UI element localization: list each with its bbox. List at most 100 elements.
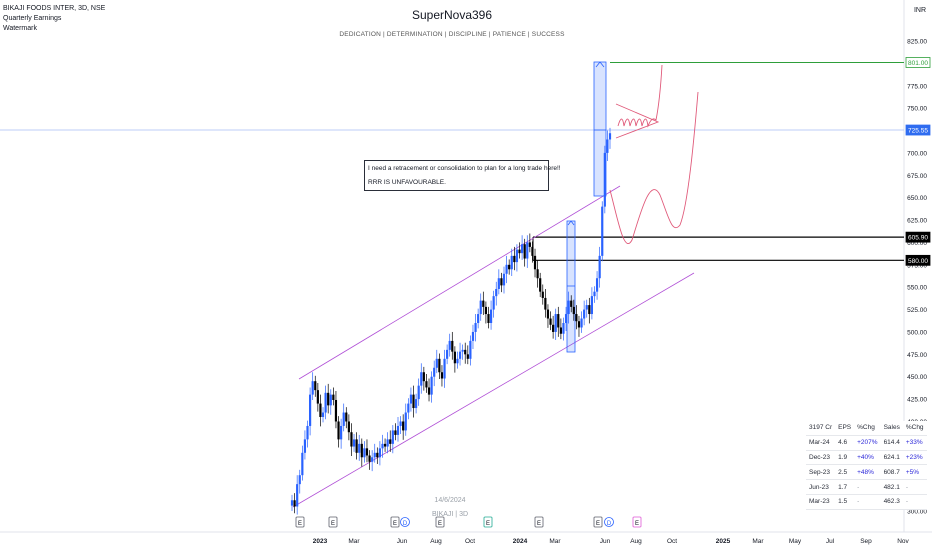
currency-label: INR (913, 7, 926, 14)
marker-label: E (298, 521, 302, 527)
candle-body (595, 278, 599, 292)
marker-label: E (438, 521, 442, 527)
projection-path-1 (609, 91, 699, 244)
y-tick-label: 625.00 (907, 218, 927, 225)
earnings-table-cell: %Chg (902, 421, 927, 436)
candle-body (531, 246, 534, 256)
candle-body (510, 255, 513, 270)
candle-body (471, 331, 475, 341)
price-label-text: 801.00 (908, 60, 928, 67)
x-tick-label: Jul (826, 538, 835, 545)
price-label-text: 725.55 (908, 128, 928, 135)
price-label-text: 605.90 (908, 235, 928, 242)
candle-body (456, 358, 459, 364)
earnings-marker (593, 516, 603, 528)
candle-body (443, 358, 446, 379)
candle-body (345, 412, 348, 422)
candle-body (396, 425, 400, 435)
candle-body (402, 421, 405, 431)
earnings-table-cell: 462.3 (880, 494, 903, 510)
x-tick-label: 2023 (313, 538, 328, 545)
candle-body (577, 321, 581, 328)
candle-body (350, 432, 353, 447)
candle-body (520, 244, 524, 254)
earnings-table-cell: 1.7 (835, 479, 855, 495)
earnings-table-cell: +40% (854, 450, 881, 466)
candle-body (381, 443, 384, 449)
earnings-table-cell: - (854, 479, 881, 495)
indicator-watermark[interactable]: Watermark (3, 25, 37, 32)
symbol-info: BIKAJI FOODS INTER, 3D, NSE Quarterly Ea… (3, 4, 105, 34)
candle-body (389, 439, 392, 444)
candle-body (298, 475, 301, 485)
earnings-table-cell: Sales (880, 421, 903, 436)
candle-body (466, 354, 469, 359)
candle-body (316, 390, 319, 404)
price-label-badge (905, 124, 931, 136)
candle-body (489, 309, 493, 323)
x-tick-label: 2024 (513, 538, 528, 545)
x-tick-label: Oct (667, 538, 677, 545)
candle-body (515, 249, 519, 263)
candle-body (474, 323, 477, 332)
candle-body (458, 351, 462, 359)
candle-body (352, 439, 356, 447)
candle-body (303, 439, 307, 453)
annotation-box[interactable]: I need a retracement or consolidation to… (364, 160, 561, 191)
candle-body (526, 242, 529, 259)
earnings-table: 3197 Cr EPS %Chg Sales %Chg Mar-24 4.6 +207% 614… (806, 421, 927, 510)
candle-body (502, 273, 506, 286)
candle-body (296, 484, 299, 507)
candle-body (451, 340, 454, 352)
candle-body (360, 443, 363, 458)
earnings-marker (435, 516, 445, 528)
candle-body (492, 296, 495, 310)
earnings-table-cell: 1.5 (835, 494, 855, 510)
earnings-table-cell: +33% (902, 435, 927, 451)
marker-label: D (403, 521, 408, 527)
candle-body (363, 448, 366, 458)
candle-body (407, 403, 410, 413)
candle-body (593, 291, 596, 297)
earnings-marker (534, 516, 544, 528)
candle-body (559, 327, 562, 334)
earnings-table-cell: 1.9 (835, 450, 855, 466)
candle-body (391, 430, 394, 444)
x-tick-label: Oct (465, 538, 475, 545)
candle-body (334, 399, 338, 422)
candle-body (453, 351, 456, 364)
chart-title: SuperNova396 (411, 8, 493, 22)
y-tick-label: 550.00 (907, 285, 927, 292)
x-tick-label: Mar (348, 538, 360, 545)
earnings-table-row: Dec-23 1.9 +40% 624.1 +23% (806, 450, 927, 466)
candle-body (321, 412, 325, 417)
candle-body (365, 448, 369, 456)
candle-body (606, 139, 609, 153)
earnings-table-row: Sep-23 2.5 +48% 608.7 +5% (806, 464, 927, 481)
candle-body (495, 288, 498, 297)
marker-label: D (607, 521, 612, 527)
candle-body (358, 443, 361, 453)
candle-body (541, 291, 544, 298)
candle-body (409, 394, 413, 404)
earnings-table-cell: 4.6 (835, 435, 855, 451)
x-tick-label: Sep (860, 538, 872, 545)
candle-body (572, 306, 575, 315)
earnings-table-cell: 482.1 (880, 479, 903, 495)
earnings-table-cell: 614.4 (880, 435, 903, 451)
indicator-quarterly-earnings[interactable]: Quarterly Earnings (3, 15, 62, 22)
candle-body (544, 297, 547, 310)
chart-subtitle: DEDICATION | DETERMINATION | DISCIPLINE … (339, 31, 565, 38)
symbol-label[interactable]: BIKAJI FOODS INTER, 3D, NSE (3, 5, 106, 12)
candle-body (340, 425, 343, 440)
y-tick-label: 525.00 (907, 307, 927, 314)
candle-body (430, 376, 433, 395)
candle-body (324, 392, 327, 413)
candle-body (518, 249, 521, 254)
candle-body (477, 314, 480, 323)
candle-body (440, 372, 444, 379)
earnings-table-cell: +207% (854, 435, 881, 451)
x-tick-label: Jun (397, 538, 408, 545)
candle-body (412, 394, 415, 409)
